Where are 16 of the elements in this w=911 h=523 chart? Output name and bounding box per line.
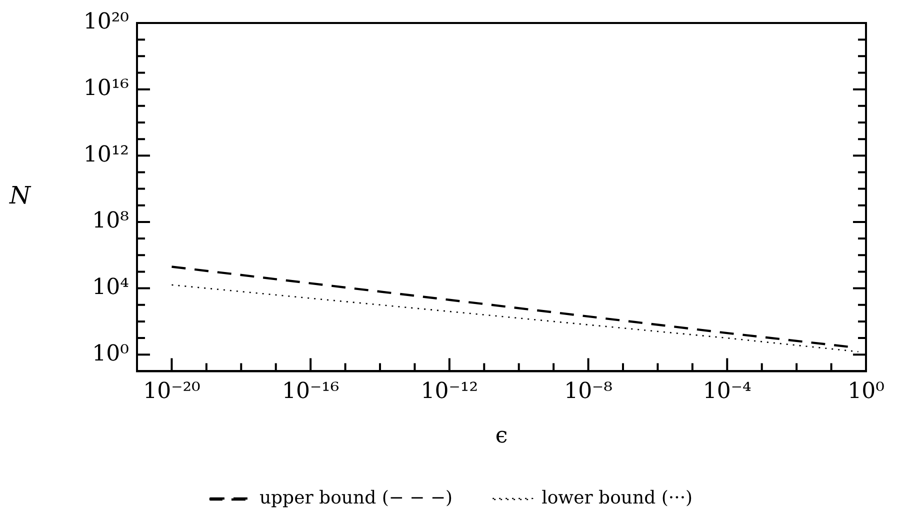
y-tick-label: 10⁴ bbox=[92, 275, 130, 300]
x-tick-label: 10⁻²⁰ bbox=[143, 379, 201, 404]
x-tick-label: 10⁻⁴ bbox=[702, 379, 752, 404]
y-axis-title: N bbox=[8, 181, 32, 210]
y-tick-label: 10¹⁶ bbox=[83, 76, 130, 102]
y-tick-label: 10²⁰ bbox=[83, 10, 130, 35]
y-tick-label: 10⁰ bbox=[92, 341, 130, 366]
y-tick-label: 10⁸ bbox=[92, 208, 130, 234]
x-tick-label: 10⁻¹² bbox=[420, 379, 478, 404]
legend-label: lower bound (···) bbox=[542, 488, 693, 509]
y-tick-label: 10¹² bbox=[83, 142, 129, 168]
legend-label: upper bound (− − −) bbox=[259, 488, 453, 509]
x-tick-label: 10⁻¹⁶ bbox=[282, 379, 340, 404]
x-tick-label: 10⁰ bbox=[848, 379, 885, 404]
x-axis-title: ϵ bbox=[495, 424, 508, 449]
x-tick-label: 10⁻⁸ bbox=[564, 379, 613, 404]
